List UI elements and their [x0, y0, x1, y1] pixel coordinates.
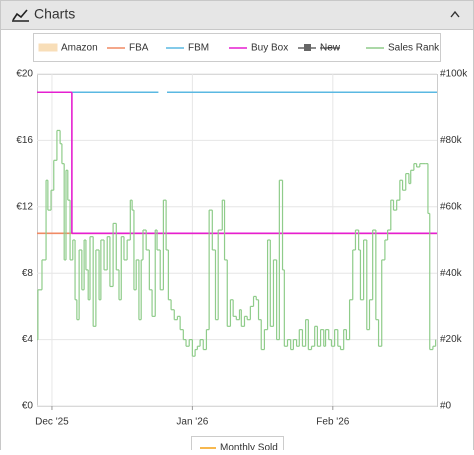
panel-title: Charts	[34, 6, 75, 22]
y-tick-label: €0	[22, 401, 34, 412]
legend-label[interactable]: FBA	[129, 43, 149, 54]
x-tick-label: Jan '26	[176, 417, 208, 428]
y2-tick-label: #40k	[440, 268, 463, 279]
x-tick-label: Feb '26	[316, 417, 349, 428]
y2-tick-label: #0	[440, 401, 452, 412]
legend-label[interactable]: Sales Rank	[388, 43, 440, 54]
step-riser	[37, 130, 437, 357]
x-tick-label: Dec '25	[35, 417, 69, 428]
series	[37, 129, 437, 357]
chart-icon	[12, 9, 28, 21]
y-tick-label: €8	[22, 268, 34, 279]
legend-label[interactable]: Amazon	[61, 43, 98, 54]
y2-tick-label: #20k	[440, 334, 463, 345]
y-tick-label: €16	[16, 135, 33, 146]
legend-marker	[304, 44, 311, 51]
plot-area	[37, 74, 438, 407]
legend-label[interactable]: FBM	[188, 43, 209, 54]
legend-label[interactable]: Buy Box	[251, 43, 288, 54]
legend-swatch	[38, 43, 58, 52]
panel-header[interactable]	[0, 0, 474, 30]
step-riser	[71, 92, 73, 234]
y2-tick-label: #60k	[440, 201, 463, 212]
y2-tick-label: #100k	[440, 69, 468, 80]
y2-tick-label: #80k	[440, 135, 463, 146]
y-tick-label: €4	[22, 334, 34, 345]
legend-label: Monthly Sold	[220, 443, 278, 450]
y-tick-label: €20	[16, 69, 33, 80]
collapse-toggle[interactable]	[450, 10, 460, 18]
y-tick-label: €12	[16, 201, 33, 212]
